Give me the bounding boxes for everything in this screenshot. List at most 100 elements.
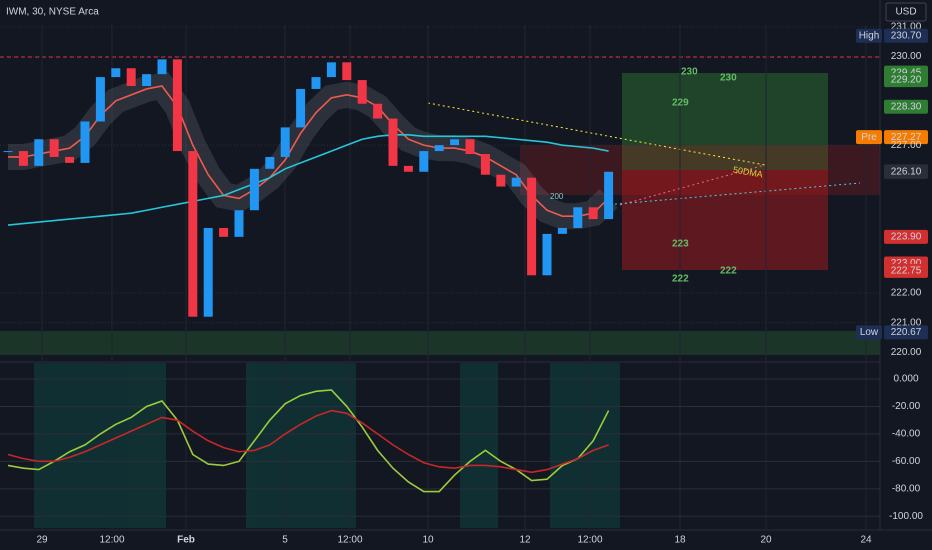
time-label: 20 [760, 535, 772, 546]
trend-line [427, 102, 766, 166]
price-tag [884, 164, 928, 179]
price-label: 231.00 [891, 21, 922, 32]
annotation: 230 [681, 67, 698, 78]
candle [542, 233, 552, 276]
candle [296, 88, 306, 128]
currency: USD [895, 7, 916, 18]
time-label: 12 [519, 535, 531, 546]
price-tag [884, 73, 928, 88]
price-tag [884, 99, 928, 114]
price-label: 227.00 [891, 140, 922, 151]
annotation: 223 [672, 239, 689, 250]
annotation: 222 [672, 274, 689, 285]
candle [65, 156, 75, 163]
time-label: 29 [36, 535, 48, 546]
candle [419, 151, 429, 172]
support-zone [0, 331, 880, 355]
candle [249, 168, 259, 211]
candle [450, 139, 460, 146]
tag-box [856, 325, 882, 340]
moving-average [7, 133, 609, 226]
annotation: 222 [720, 266, 737, 277]
candle [373, 103, 383, 119]
price-label: 222.00 [891, 288, 922, 299]
candle [34, 139, 44, 166]
price-label: 220.67 [891, 327, 922, 338]
price-label: 223.00 [891, 258, 922, 269]
price-label: 228.30 [891, 101, 922, 112]
osc-label: -80.00 [892, 483, 921, 494]
annotation: 229 [672, 98, 689, 109]
time-label: 12:00 [577, 535, 602, 546]
candle [496, 174, 506, 187]
candle [403, 165, 413, 172]
candle [142, 74, 152, 86]
marks: 29 12:00 Feb 5 12:00 10 12 12:00 18 20 24231.00230… [0, 21, 928, 546]
price-tag [884, 28, 928, 43]
candle [434, 145, 444, 152]
candle [157, 59, 167, 75]
resistance-zone [520, 145, 880, 195]
tag-label: Pre [861, 132, 877, 143]
price-label: 220.00 [891, 347, 922, 358]
price-label: 222.75 [891, 266, 922, 277]
time-label: 12:00 [99, 535, 124, 546]
candle [172, 59, 182, 152]
zone [246, 363, 356, 528]
candle [511, 177, 521, 187]
candle [126, 68, 136, 86]
candle [388, 118, 398, 166]
zone [460, 363, 498, 528]
candle [80, 121, 90, 163]
candle [557, 227, 567, 234]
price-label: 221.00 [891, 317, 922, 328]
time-label: Feb [177, 535, 195, 546]
candle [326, 62, 336, 78]
tag-box [856, 130, 882, 145]
time-label: 12:00 [337, 535, 362, 546]
annotation: 230 [720, 73, 737, 84]
price-label: 229.45 [891, 67, 922, 78]
candle [311, 77, 321, 89]
price-label: 230.00 [891, 51, 922, 62]
candle [49, 139, 59, 157]
price-label: 229.20 [891, 75, 922, 86]
tag-label: Low [860, 327, 879, 338]
oscillator-line [7, 409, 609, 474]
candle [3, 151, 13, 153]
price-tag [884, 325, 928, 340]
price-label: 226.10 [891, 166, 922, 177]
price-label: 223.90 [891, 231, 922, 242]
candle [18, 151, 28, 166]
currency-box [885, 2, 927, 22]
price-label: 227.27 [891, 132, 922, 143]
candle [357, 80, 367, 104]
tag-label: High [859, 30, 880, 41]
price-label: 230.70 [891, 30, 922, 41]
oscillator-line [7, 389, 610, 493]
candle [342, 62, 352, 81]
candle [111, 68, 121, 78]
candle [527, 177, 537, 276]
trend-line [619, 164, 766, 206]
candle [265, 156, 275, 169]
osc-label: -100.00 [889, 511, 923, 522]
candle [234, 210, 244, 237]
candle [604, 171, 614, 220]
osc-label: -40.00 [892, 429, 921, 440]
candle [280, 127, 290, 157]
price-tag [884, 130, 928, 145]
loss-zone [622, 170, 828, 270]
candle [480, 154, 490, 175]
price-tag [884, 229, 928, 244]
candle [188, 151, 198, 317]
symbol: IWM, 30, NYSE Arca [6, 7, 99, 18]
profit-zone [622, 73, 828, 170]
time-label: 18 [674, 535, 686, 546]
time-label: 10 [422, 535, 434, 546]
candle [588, 207, 598, 220]
annotation: 200 [550, 192, 564, 201]
price-tag [884, 263, 928, 278]
